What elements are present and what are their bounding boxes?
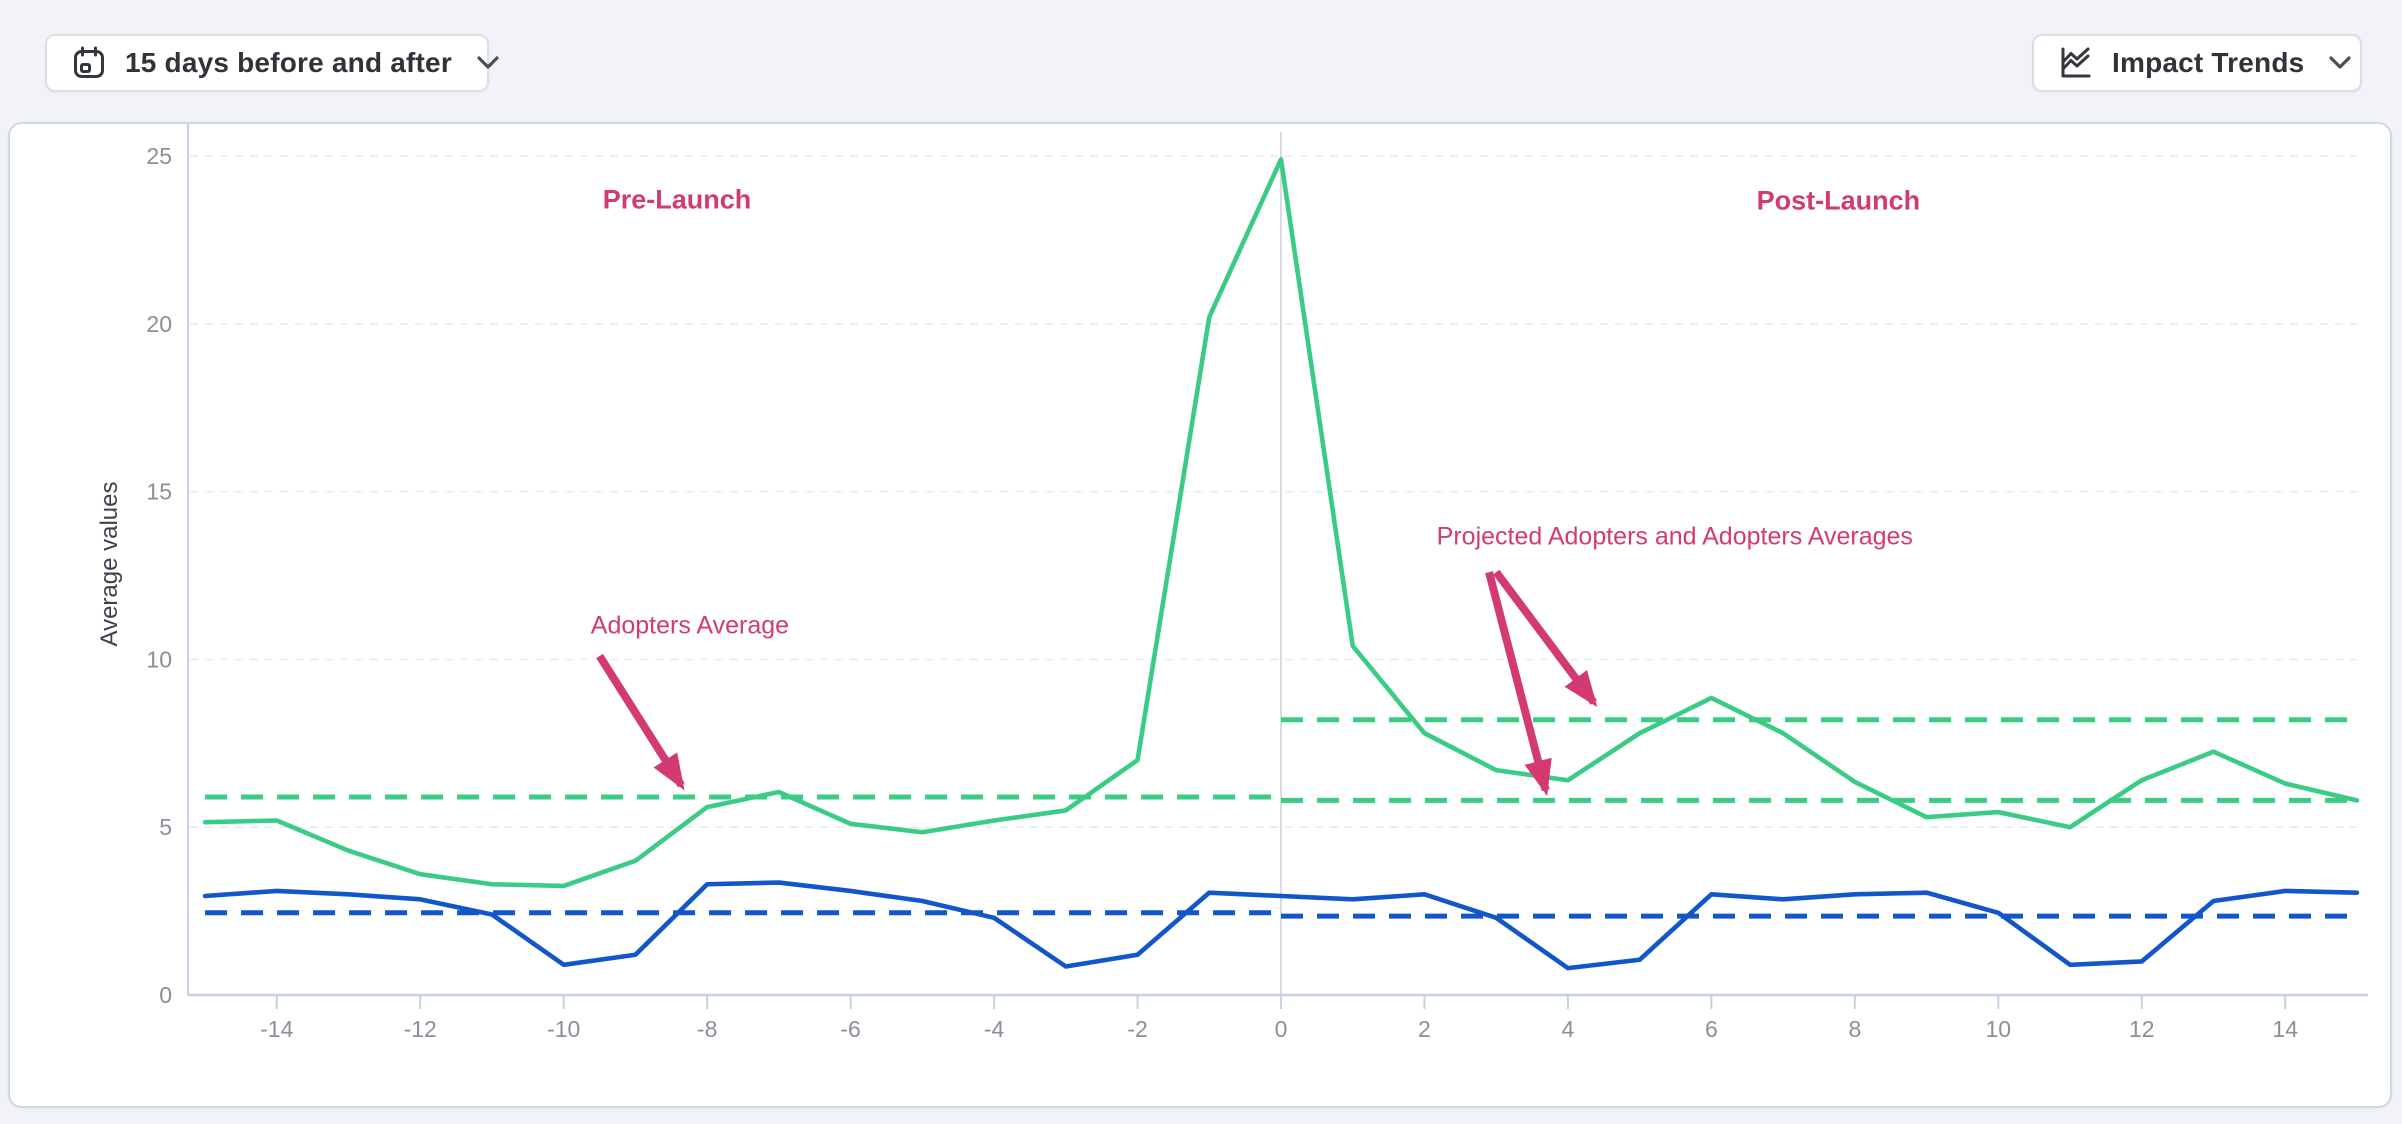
line-chart-icon bbox=[2058, 45, 2094, 81]
calendar-icon bbox=[71, 45, 107, 81]
period-selector-button[interactable]: 15 days before and after bbox=[45, 34, 499, 92]
chevron-down-icon bbox=[476, 55, 500, 71]
chevron-down-icon bbox=[2328, 55, 2352, 71]
impact-trends-label: Impact Trends bbox=[2112, 47, 2305, 78]
impact-trends-button[interactable]: Impact Trends bbox=[2032, 34, 2362, 92]
period-selector-label: 15 days before and after bbox=[125, 47, 452, 78]
impact-trends-chart-card bbox=[8, 122, 2392, 1108]
